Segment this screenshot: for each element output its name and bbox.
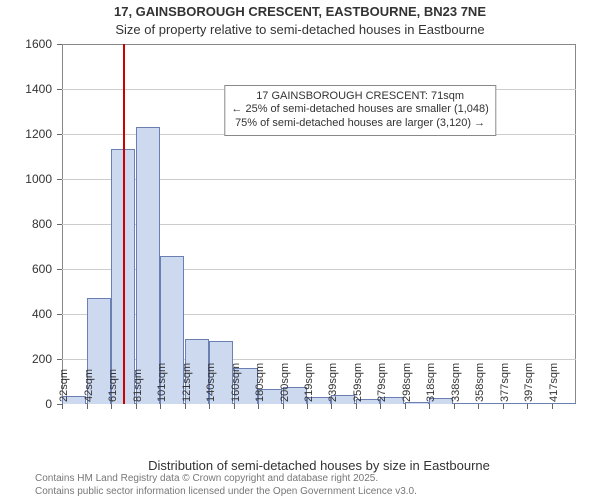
histogram-bar xyxy=(478,403,502,404)
chart-title-line1: 17, GAINSBOROUGH CRESCENT, EASTBOURNE, B… xyxy=(0,4,600,19)
ytick-mark xyxy=(57,89,62,90)
ytick-label: 1000 xyxy=(25,172,52,186)
x-axis-label: Distribution of semi-detached houses by … xyxy=(62,458,576,473)
ytick-label: 1400 xyxy=(25,82,52,96)
xtick-label: 22sqm xyxy=(58,369,70,402)
xtick-label: 298sqm xyxy=(401,363,413,402)
plot-area: 0200400600800100012001400160022sqm42sqm6… xyxy=(62,44,576,404)
xtick-mark xyxy=(283,404,284,409)
xtick-label: 42sqm xyxy=(83,369,95,402)
ytick-label: 0 xyxy=(45,397,52,411)
ytick-mark xyxy=(57,359,62,360)
subject-marker-line xyxy=(123,44,125,404)
ytick-mark xyxy=(57,179,62,180)
annotation-line-2: ← 25% of semi-detached houses are smalle… xyxy=(231,103,488,117)
xtick-label: 397sqm xyxy=(523,363,535,402)
xtick-mark xyxy=(405,404,406,409)
histogram-bar xyxy=(552,403,576,404)
xtick-label: 160sqm xyxy=(230,363,242,402)
xtick-mark xyxy=(160,404,161,409)
histogram-bar xyxy=(454,403,478,404)
footer-line-1: Contains HM Land Registry data © Crown c… xyxy=(35,472,417,485)
xtick-label: 358sqm xyxy=(474,363,486,402)
histogram-bar xyxy=(503,403,527,404)
ytick-mark xyxy=(57,134,62,135)
xtick-mark xyxy=(356,404,357,409)
chart-title-line2: Size of property relative to semi-detach… xyxy=(0,22,600,37)
xtick-mark xyxy=(185,404,186,409)
xtick-label: 279sqm xyxy=(376,363,388,402)
xtick-label: 239sqm xyxy=(327,363,339,402)
annotation-box: 17 GAINSBOROUGH CRESCENT: 71sqm← 25% of … xyxy=(224,85,495,136)
ytick-mark xyxy=(57,314,62,315)
ytick-label: 200 xyxy=(32,352,52,366)
xtick-label: 259sqm xyxy=(352,363,364,402)
xtick-mark xyxy=(258,404,259,409)
xtick-mark xyxy=(331,404,332,409)
xtick-mark xyxy=(87,404,88,409)
xtick-label: 121sqm xyxy=(181,363,193,402)
xtick-label: 81sqm xyxy=(132,369,144,402)
xtick-label: 180sqm xyxy=(254,363,266,402)
xtick-label: 219sqm xyxy=(303,363,315,402)
xtick-label: 140sqm xyxy=(205,363,217,402)
xtick-mark xyxy=(111,404,112,409)
chart-container: { "title_line1": "17, GAINSBOROUGH CRESC… xyxy=(0,0,600,500)
xtick-mark xyxy=(307,404,308,409)
histogram-bar xyxy=(405,402,429,404)
xtick-label: 417sqm xyxy=(548,363,560,402)
histogram-bar xyxy=(527,403,551,404)
ytick-label: 600 xyxy=(32,262,52,276)
xtick-mark xyxy=(429,404,430,409)
xtick-mark xyxy=(380,404,381,409)
footer-attribution: Contains HM Land Registry data © Crown c… xyxy=(35,472,417,498)
xtick-label: 61sqm xyxy=(107,369,119,402)
ytick-label: 1200 xyxy=(25,127,52,141)
ytick-label: 400 xyxy=(32,307,52,321)
ytick-mark xyxy=(57,269,62,270)
ytick-mark xyxy=(57,44,62,45)
xtick-label: 200sqm xyxy=(279,363,291,402)
footer-line-2: Contains public sector information licen… xyxy=(35,485,417,498)
xtick-mark xyxy=(503,404,504,409)
xtick-mark xyxy=(234,404,235,409)
xtick-mark xyxy=(136,404,137,409)
xtick-mark xyxy=(209,404,210,409)
xtick-mark xyxy=(527,404,528,409)
annotation-line-3: 75% of semi-detached houses are larger (… xyxy=(231,117,488,131)
ytick-label: 800 xyxy=(32,217,52,231)
xtick-mark xyxy=(454,404,455,409)
xtick-label: 338sqm xyxy=(450,363,462,402)
xtick-mark xyxy=(478,404,479,409)
xtick-mark xyxy=(62,404,63,409)
xtick-label: 377sqm xyxy=(499,363,511,402)
ytick-mark xyxy=(57,224,62,225)
xtick-label: 318sqm xyxy=(425,363,437,402)
xtick-label: 101sqm xyxy=(156,363,168,402)
xtick-mark xyxy=(552,404,553,409)
annotation-line-1: 17 GAINSBOROUGH CRESCENT: 71sqm xyxy=(231,90,488,104)
ytick-label: 1600 xyxy=(25,37,52,51)
